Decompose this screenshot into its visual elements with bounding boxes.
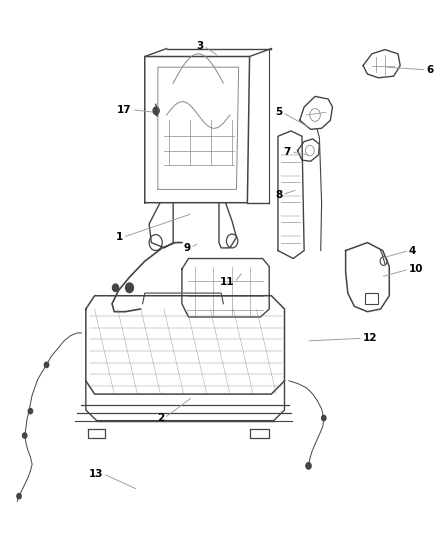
- Text: 7: 7: [284, 147, 291, 157]
- Circle shape: [306, 463, 311, 469]
- Text: 1: 1: [116, 232, 123, 243]
- Circle shape: [113, 284, 119, 292]
- Text: 4: 4: [409, 246, 416, 255]
- Circle shape: [153, 107, 159, 115]
- Text: 3: 3: [197, 41, 204, 51]
- Text: 10: 10: [409, 264, 424, 274]
- Text: 5: 5: [275, 107, 283, 117]
- Text: 9: 9: [184, 243, 191, 253]
- Text: 13: 13: [89, 469, 103, 479]
- Bar: [365, 293, 378, 304]
- Circle shape: [17, 494, 21, 499]
- Text: 17: 17: [117, 104, 132, 115]
- Circle shape: [28, 408, 32, 414]
- Text: 8: 8: [275, 190, 283, 200]
- Circle shape: [321, 415, 326, 421]
- Text: 2: 2: [157, 413, 164, 423]
- Text: 12: 12: [363, 333, 378, 343]
- Circle shape: [126, 283, 134, 293]
- Circle shape: [44, 362, 49, 368]
- Text: 6: 6: [426, 65, 434, 75]
- Text: 11: 11: [220, 278, 234, 287]
- Circle shape: [22, 433, 27, 438]
